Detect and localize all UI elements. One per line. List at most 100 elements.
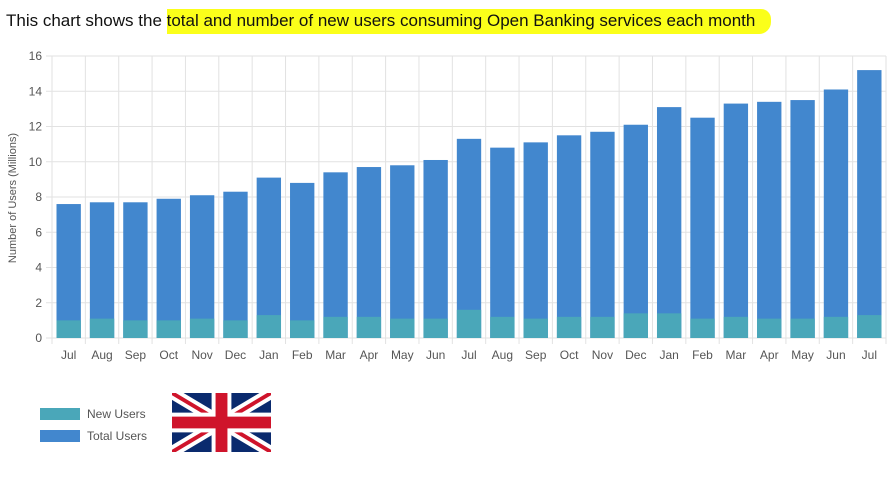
legend-label-new-users: New Users [87,407,146,421]
x-tick-label: Dec [225,348,246,362]
chart-headline: This chart shows the total and number of… [6,9,772,34]
x-tick-label: Sep [125,348,147,362]
headline-prefix: This chart shows the [6,11,167,30]
legend-swatch-new-users [40,408,80,420]
x-tick-label: May [791,348,814,362]
x-tick-label: Jan [659,348,678,362]
x-tick-label: Jul [461,348,476,362]
bar-total-users[interactable] [623,124,648,338]
x-tick-label: Sep [525,348,547,362]
bar-total-users[interactable] [523,142,548,338]
bar-new-users[interactable] [590,316,615,338]
bar-new-users[interactable] [857,315,882,338]
bar-total-users[interactable] [56,204,81,338]
x-tick-label: Feb [692,348,713,362]
bar-total-users[interactable] [456,138,482,338]
x-axis-ticks: Jul Aug Sep Oct Nov Dec Jan Feb Mar Apr May Jun Jul A… [61,348,877,362]
y-tick-label: 6 [35,225,42,239]
bar-chart: 0 2 4 6 8 10 12 14 16 Jul Aug Sep Oct Nov Dec Jan Feb Ma… [7,49,887,362]
bar-new-users[interactable] [757,318,782,338]
x-tick-label: Jun [826,348,845,362]
bar-total-users[interactable] [823,89,849,338]
legend-item-new-users[interactable]: New Users [40,403,147,425]
bar-new-users[interactable] [456,309,482,338]
bar-new-users[interactable] [790,318,815,338]
x-tick-label: Apr [760,348,779,362]
bar-total-users[interactable] [656,107,682,338]
x-tick-label: Jun [426,348,445,362]
bar-new-users[interactable] [656,313,682,338]
bar-total-users[interactable] [490,147,515,338]
x-tick-label: May [391,348,414,362]
bar-new-users[interactable] [390,318,415,338]
y-axis-ticks: 0 2 4 6 8 10 12 14 16 [29,49,43,345]
legend-swatch-total-users [40,430,80,442]
x-tick-label: Aug [91,348,112,362]
bar-new-users[interactable] [356,316,382,338]
bar-new-users[interactable] [290,320,315,338]
x-tick-label: Dec [625,348,646,362]
y-axis-label: Number of Users (Millions) [7,133,19,263]
bar-total-users[interactable] [89,202,115,338]
x-tick-label: Mar [325,348,346,362]
bar-new-users[interactable] [256,315,282,338]
bar-new-users[interactable] [556,316,582,338]
bar-new-users[interactable] [490,316,515,338]
x-tick-label: Nov [592,348,613,362]
bar-new-users[interactable] [323,316,348,338]
bar-new-users[interactable] [723,316,749,338]
y-tick-label: 12 [29,120,43,134]
x-tick-label: Jul [862,348,877,362]
y-tick-label: 2 [35,296,42,310]
bar-new-users[interactable] [223,320,248,338]
bar-total-users[interactable] [189,195,215,338]
bar-new-users[interactable] [189,318,215,338]
x-tick-label: Feb [292,348,313,362]
bar-new-users[interactable] [523,318,548,338]
bar-total-users[interactable] [290,182,315,338]
bar-new-users[interactable] [690,318,715,338]
bar-total-users[interactable] [390,165,415,338]
bar-new-users[interactable] [123,320,148,338]
bar-total-users[interactable] [690,117,715,338]
bar-total-users[interactable] [156,198,181,338]
y-tick-label: 10 [29,155,43,169]
bar-total-users[interactable] [723,103,749,339]
bar-total-users[interactable] [790,100,815,338]
bar-total-users[interactable] [356,167,382,338]
bar-total-users[interactable] [223,191,248,338]
bar-new-users[interactable] [156,320,181,338]
bar-total-users[interactable] [590,131,615,338]
y-tick-label: 4 [35,261,42,275]
bars [56,70,882,339]
bar-total-users[interactable] [323,172,348,338]
x-tick-label: Apr [360,348,379,362]
x-tick-label: Oct [560,348,579,362]
x-tick-label: Mar [726,348,747,362]
bar-new-users[interactable] [423,318,448,338]
x-tick-label: Nov [191,348,212,362]
chart-legend: New Users Total Users [40,403,147,447]
bar-total-users[interactable] [256,177,282,338]
y-tick-label: 16 [29,49,43,63]
bar-new-users[interactable] [623,313,648,338]
bar-total-users[interactable] [423,159,448,338]
headline-highlight: total and number of new users consuming … [166,9,772,34]
bar-total-users[interactable] [556,135,582,338]
bar-new-users[interactable] [56,320,81,338]
uk-flag-icon [172,393,271,452]
legend-label-total-users: Total Users [87,429,148,443]
x-tick-label: Oct [159,348,178,362]
y-tick-label: 0 [35,331,42,345]
y-tick-label: 8 [35,190,42,204]
y-tick-label: 14 [29,84,43,98]
bar-total-users[interactable] [123,202,148,338]
x-tick-label: Jul [61,348,76,362]
bar-new-users[interactable] [89,318,115,338]
x-tick-label: Aug [492,348,513,362]
legend-item-total-users[interactable]: Total Users [40,425,147,447]
bar-new-users[interactable] [823,316,849,338]
bar-total-users[interactable] [757,101,782,338]
x-tick-label: Jan [259,348,278,362]
bar-total-users[interactable] [857,70,882,338]
